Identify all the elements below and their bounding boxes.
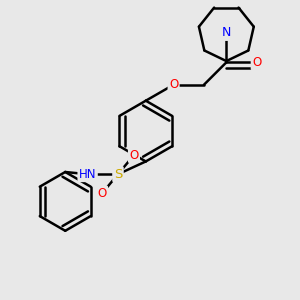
Text: HN: HN [79, 168, 96, 181]
Text: O: O [169, 78, 178, 91]
Text: N: N [222, 26, 231, 39]
Text: O: O [129, 148, 139, 161]
Text: O: O [98, 187, 106, 200]
Text: O: O [252, 56, 261, 69]
Text: S: S [114, 168, 122, 181]
